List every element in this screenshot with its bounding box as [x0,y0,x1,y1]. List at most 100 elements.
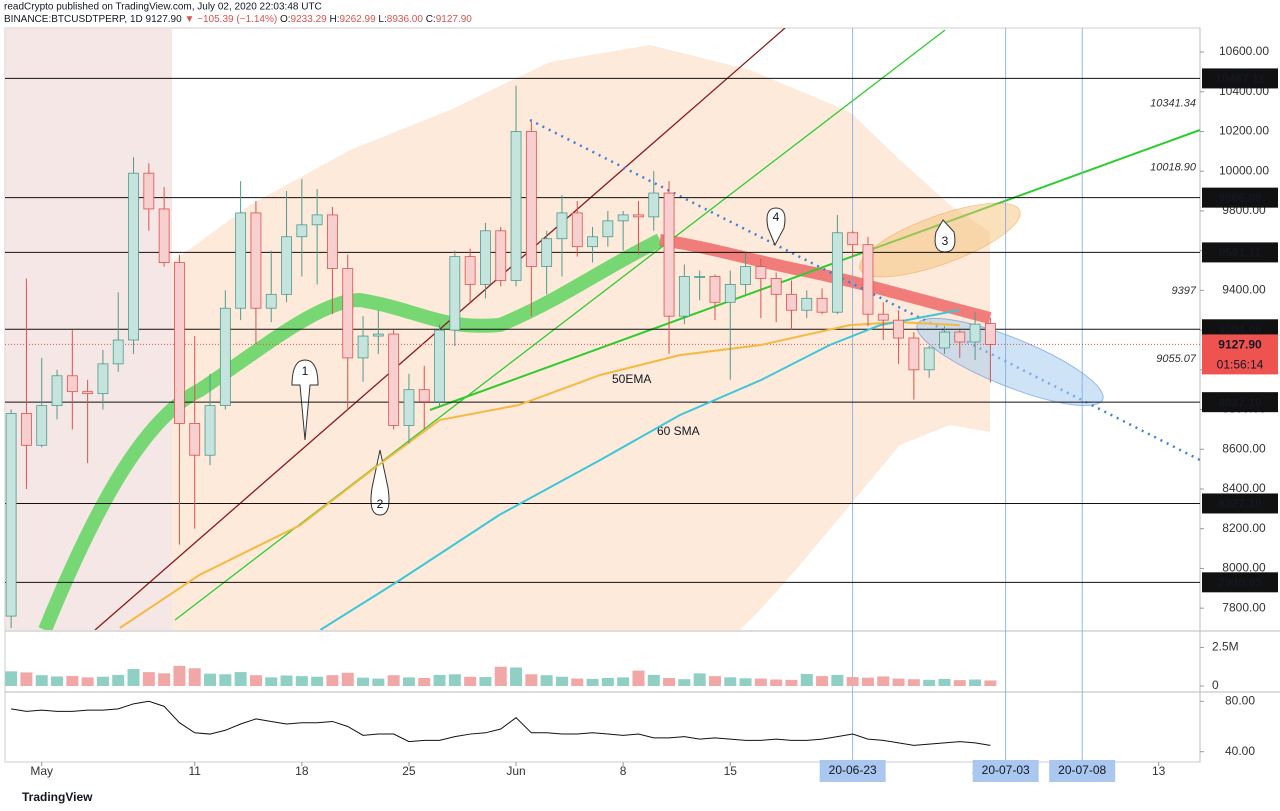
plot [5,85,996,630]
ohlc-value: 9233.29 [291,14,328,25]
volume-bar [295,676,308,686]
volume-bar [510,667,523,686]
volume-bar [892,678,905,686]
y-tick-label: 10600.00 [1219,44,1269,58]
volume-bar [66,675,79,686]
candle-body [663,192,675,317]
last-price: 9127.90 [146,14,183,25]
candle-body [740,266,751,285]
volume-bar [969,679,982,686]
volume-bar [265,677,278,686]
price-line-box [1202,68,1278,89]
y-tick-label: 10000.00 [1219,163,1269,177]
volume-bar [433,674,446,686]
volume-bar [861,677,874,686]
overlay-line [319,309,960,630]
callout-label: 3 [942,234,949,248]
volume-bar [632,670,645,686]
symbol: BINANCE:BTCUSDTPERP, 1D [4,14,143,25]
callout-shape [291,359,319,441]
candle-body [786,293,797,311]
level-label: 9397 [1172,285,1197,297]
candle-body [296,224,308,238]
change: ▼ −105.39 (−1.14%) [184,14,277,25]
candle-body [311,214,323,226]
overlay-line [119,321,960,629]
candle-body [403,389,415,426]
price-line-label: 10467.11 [1215,72,1265,86]
date-marker-label: 20-07-03 [982,763,1030,777]
y-tick-label: 0 [1212,678,1219,692]
y-tick-label: 40.00 [1225,744,1255,758]
y-tick-label: 8600.00 [1222,441,1266,455]
x-tick-label: 11 [188,764,201,778]
price-line-label: 9866.88 [1218,191,1262,205]
date-marker-box [819,760,886,782]
candle-body [189,423,201,456]
volume-bar [923,679,936,686]
price-line-label: 9204.00 [1218,322,1262,336]
ribbon-red [659,234,992,324]
volume-bar [35,675,48,686]
candle-body [862,244,874,315]
candle-body [969,323,981,343]
ohlc-value: 9127.90 [436,14,473,25]
grid [5,28,1200,762]
candle-body [831,232,843,313]
y-tick-label: 9400.00 [1222,283,1266,297]
candle-body [36,405,48,446]
candle-body [633,214,644,218]
ohlc-label: C: [426,14,436,25]
candle-body [174,262,185,424]
volume-bar [555,676,568,686]
current-price-label: 9127.90 [1218,338,1262,352]
x-tick-label: 18 [295,764,309,778]
volume-bar [571,678,584,686]
candle-body [449,256,461,331]
volume-bar [586,678,599,686]
y-tick-label: 80.00 [1225,693,1255,707]
candle-body [939,331,950,349]
volume-bar [51,676,64,686]
price-line-box [1202,187,1278,208]
publisher: readCrypto published on TradingView.com,… [4,2,322,13]
sub-panes [5,665,997,746]
candle-body [724,284,736,303]
volume-bar [142,672,155,686]
callout-shape [370,449,390,516]
candle-body [158,208,170,263]
volume-bar [785,679,798,686]
volume-bar [938,678,951,686]
candle-body [541,238,553,267]
overlay-label: 50EMA [612,372,651,386]
volume-bar [601,677,614,686]
volume-bar [708,676,721,686]
candle-body [893,319,904,339]
level-label: 10018.90 [1150,161,1197,173]
volume-bar [525,674,538,686]
ohlc-label: H: [329,14,339,25]
price-line-label: 8837.10 [1218,395,1262,409]
volume-bar [127,669,140,686]
price-line-box [1202,319,1278,340]
volume-bar [617,677,630,686]
volume-bar [678,679,691,686]
volume-bar [494,666,507,686]
ohlc-label: L: [378,14,386,25]
y-tick-label: 8000.00 [1222,561,1266,575]
volume-bar [372,678,385,686]
candle-body [954,331,966,343]
ohlc-value: 8936.00 [387,14,424,25]
candle-body [556,212,568,240]
volume-bar [846,677,859,686]
volume-bar [448,674,461,686]
price-line-box [1202,392,1278,413]
candle-body [204,405,216,456]
volume-bar [234,672,247,686]
volume-bar [219,674,232,686]
candle-body [510,131,522,281]
candle-body [602,220,614,238]
axes: 7800.008000.008200.008400.008600.008800.… [30,44,1278,782]
callout-label: 1 [302,364,309,378]
